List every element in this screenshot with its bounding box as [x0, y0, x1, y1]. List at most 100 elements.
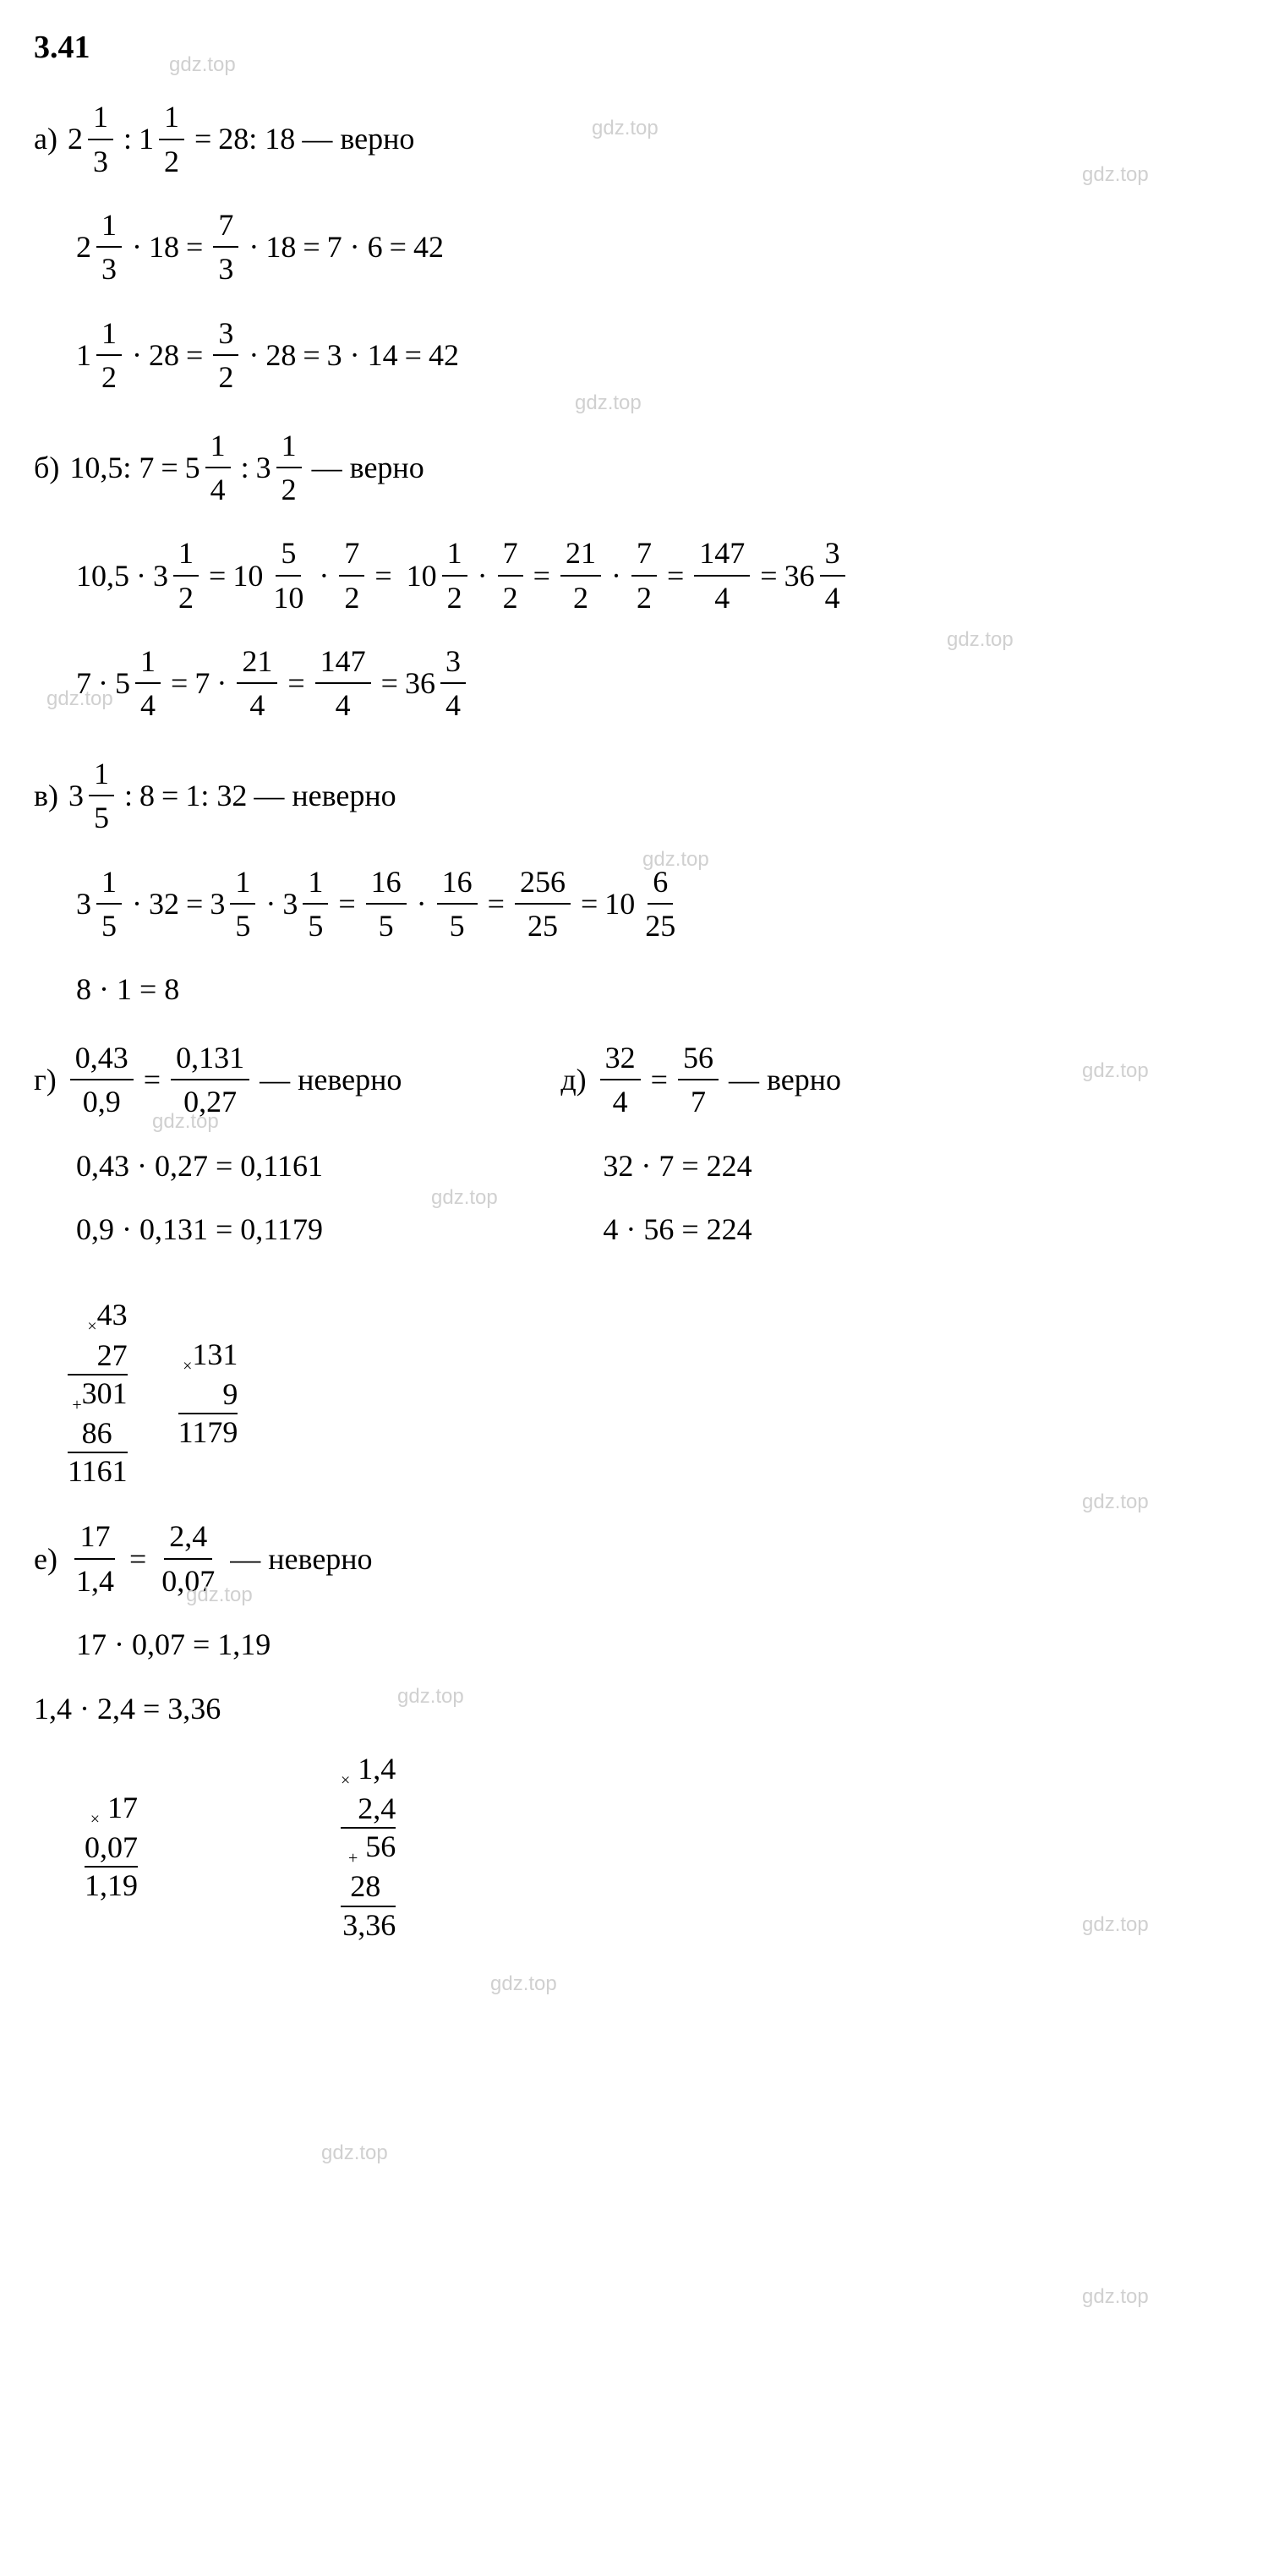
numerator: 1 — [230, 861, 255, 905]
number: 18 — [149, 226, 179, 268]
number: 32 — [149, 883, 179, 925]
denominator: 5 — [303, 905, 328, 947]
denominator: 2 — [498, 577, 523, 619]
denominator: 2 — [159, 140, 184, 183]
denominator: 25 — [522, 905, 563, 947]
fraction: 147 4 — [315, 640, 371, 727]
numerator: 1 — [442, 532, 467, 576]
calc-num: 0,07 — [85, 1829, 138, 1868]
mixed-frac: 3 1 2 — [153, 532, 202, 619]
numerator: 7 — [213, 204, 238, 248]
calc-num: 27 — [68, 1337, 128, 1376]
equals: = — [405, 334, 422, 376]
expression: 7 · 6 — [327, 226, 383, 268]
denominator: 5 — [230, 905, 255, 947]
result-text: — неверно — [254, 774, 396, 817]
denominator: 2 — [173, 577, 199, 619]
calc-num: 17 — [107, 1791, 138, 1824]
equals: = — [488, 883, 505, 925]
denominator: 5 — [89, 796, 114, 839]
equals: = — [144, 1058, 161, 1101]
mixed-frac: 5 1 4 — [115, 640, 164, 727]
numerator: 1 — [205, 424, 231, 468]
fraction: 3 2 — [213, 312, 238, 399]
label-c: в) — [34, 774, 58, 817]
number: 8 — [139, 774, 155, 817]
equals: = — [194, 118, 211, 160]
calc-num: 56 — [365, 1829, 396, 1863]
denominator: 4 — [608, 1080, 633, 1123]
numerator: 3 — [820, 532, 845, 576]
fraction: 0,43 0,9 — [70, 1036, 134, 1124]
fraction: 3 4 — [820, 532, 845, 619]
numerator: 1 — [96, 204, 122, 248]
whole: 10 — [232, 555, 263, 597]
denominator: 4 — [331, 684, 356, 726]
whole: 3 — [256, 446, 271, 489]
equals: = — [303, 334, 320, 376]
equals: = — [374, 555, 391, 597]
mixed-frac: 2 1 3 — [68, 96, 117, 183]
fraction: 0,131 0,27 — [171, 1036, 249, 1124]
result-text: — верно — [312, 446, 424, 489]
fraction: 256 25 — [515, 861, 571, 948]
label-a: а) — [34, 118, 57, 160]
numerator: 1 — [89, 752, 114, 796]
numerator: 1 — [135, 640, 161, 684]
numerator: 21 — [560, 532, 601, 576]
mixed-frac: 5 1 4 — [185, 424, 234, 511]
fraction: 32 4 — [600, 1036, 641, 1124]
colon: : — [123, 118, 132, 160]
mixed-frac: 1 1 2 — [139, 96, 188, 183]
result-text: — верно — [729, 1058, 841, 1101]
numerator: 1 — [96, 312, 122, 356]
label-d: д) — [560, 1058, 586, 1101]
mixed-frac: 3 1 5 — [210, 861, 259, 948]
denominator: 2 — [96, 356, 122, 398]
fraction: 1 4 — [205, 424, 231, 511]
denominator: 4 — [440, 684, 466, 726]
mixed-frac: 3 1 5 — [76, 861, 125, 948]
mixed-frac: 36 3 4 — [405, 640, 469, 727]
dot: · — [611, 555, 621, 597]
denominator: 2 — [213, 356, 238, 398]
watermark: gdz.top — [321, 2139, 388, 2168]
denominator: 4 — [135, 684, 161, 726]
fraction: 16 5 — [437, 861, 478, 948]
numerator: 7 — [631, 532, 657, 576]
calc-num: 43 — [97, 1298, 128, 1332]
numerator: 6 — [648, 861, 673, 905]
watermark: gdz.top — [1082, 1488, 1149, 1517]
equals: = — [760, 555, 777, 597]
numerator: 1 — [303, 861, 328, 905]
equals: = — [186, 883, 203, 925]
whole: 3 — [282, 883, 298, 925]
numerator: 7 — [339, 532, 364, 576]
part-c: в) 3 1 5 : 8 = 1: 32 — неверно 3 1 5 · 3… — [34, 752, 1234, 1011]
calc-num: 131 — [192, 1337, 238, 1371]
numerator: 56 — [678, 1036, 719, 1080]
calc-num: 1,4 — [358, 1752, 396, 1786]
mixed-frac: 10 5 10 — [232, 532, 312, 619]
number: 7 — [194, 662, 210, 704]
part-a: а) 2 1 3 : 1 1 2 = 28: 18 — верно 2 1 3 — [34, 96, 1234, 398]
number: 28 — [149, 334, 179, 376]
equals: = — [186, 334, 203, 376]
ratio-text: 28: 18 — [218, 118, 295, 160]
fraction: 6 25 — [640, 861, 680, 948]
numerator: 1 — [276, 424, 302, 468]
denominator: 25 — [640, 905, 680, 947]
denominator: 2 — [631, 577, 657, 619]
fraction: 1 5 — [89, 752, 114, 840]
part-b: б) 10,5: 7 = 5 1 4 : 3 1 2 — верно 10,5 … — [34, 424, 1234, 727]
dot: · — [417, 883, 427, 925]
fraction: 1 2 — [96, 312, 122, 399]
whole: 2 — [68, 118, 83, 160]
equals: = — [651, 1058, 668, 1101]
denominator: 4 — [709, 577, 735, 619]
calc-num: 1179 — [178, 1414, 238, 1451]
label-e: е) — [34, 1538, 57, 1580]
equals: = — [303, 226, 320, 268]
dot: · — [249, 334, 259, 376]
equals: = — [533, 555, 550, 597]
